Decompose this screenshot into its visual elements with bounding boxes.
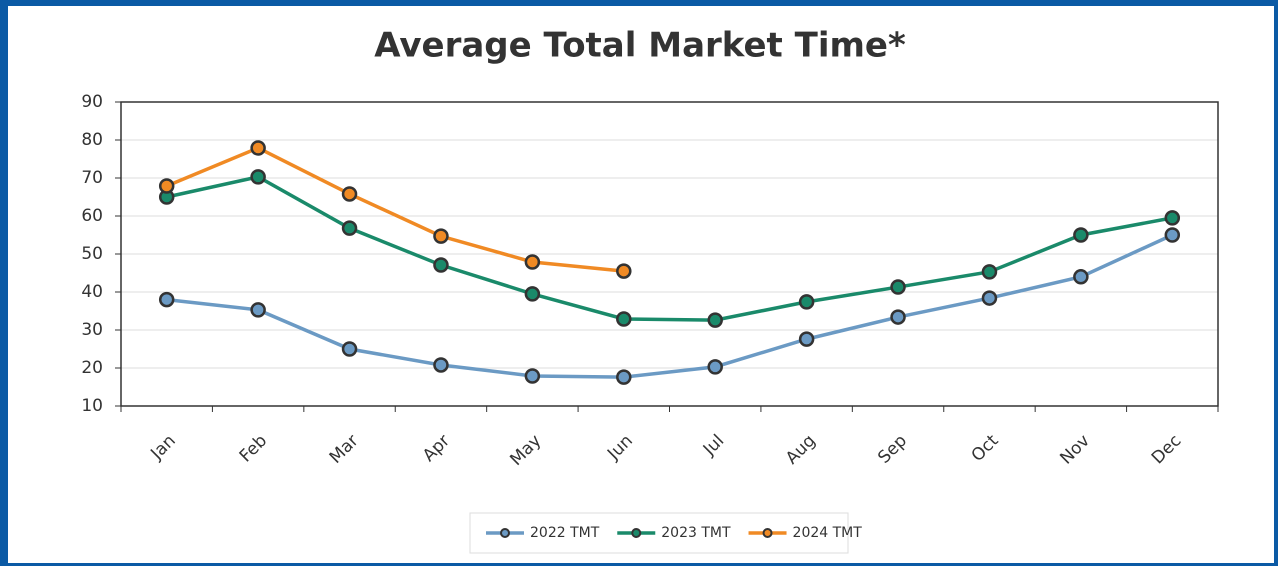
marker xyxy=(1164,210,1181,226)
x-tick-label: Jan xyxy=(146,431,179,464)
marker xyxy=(524,286,541,302)
marker xyxy=(1073,269,1089,285)
x-tick-label: Aug xyxy=(782,431,820,469)
legend-label: 2023 TMT xyxy=(661,525,731,541)
x-tick-label: Feb xyxy=(236,431,271,466)
series-line xyxy=(166,146,624,273)
marker xyxy=(1073,227,1089,243)
marker xyxy=(524,254,541,270)
x-tick-label: Apr xyxy=(419,431,454,466)
marker xyxy=(250,169,266,185)
y-tick-label: 40 xyxy=(81,282,103,302)
marker xyxy=(1164,227,1181,243)
x-tick-label: Dec xyxy=(1148,431,1185,468)
marker xyxy=(250,140,266,156)
x-tick-label: Nov xyxy=(1056,431,1094,469)
x-tick-label: Mar xyxy=(326,431,363,468)
x-tick-label: May xyxy=(506,431,545,470)
y-tick-label: 20 xyxy=(81,358,103,378)
x-tick-label: Oct xyxy=(968,431,1003,466)
marker xyxy=(524,368,541,384)
x-tick-label: Jul xyxy=(699,431,728,460)
legend-marker xyxy=(631,528,642,538)
y-tick-label: 70 xyxy=(81,168,103,188)
marker xyxy=(341,186,358,202)
marker xyxy=(433,257,449,273)
marker xyxy=(616,369,632,385)
legend-marker xyxy=(762,528,773,538)
marker xyxy=(616,263,632,279)
y-tick-label: 50 xyxy=(81,244,103,264)
marker xyxy=(798,294,815,310)
marker xyxy=(798,331,815,347)
marker xyxy=(616,311,632,327)
marker xyxy=(341,220,358,236)
x-tick-label: Jun xyxy=(603,431,637,465)
marker xyxy=(707,359,723,375)
y-tick-label: 60 xyxy=(81,206,103,226)
chart-title: Average Total Market Time* xyxy=(374,26,906,66)
marker xyxy=(158,178,175,194)
y-tick-label: 80 xyxy=(81,130,103,150)
legend-label: 2022 TMT xyxy=(530,525,600,541)
y-tick-label: 30 xyxy=(81,320,103,340)
marker xyxy=(158,291,175,308)
y-tick-label: 90 xyxy=(81,92,103,112)
legend-label: 2024 TMT xyxy=(793,525,863,541)
marker xyxy=(981,290,998,306)
series-line xyxy=(166,233,1174,379)
x-tick-label: Sep xyxy=(874,431,911,468)
series-line xyxy=(166,175,1173,322)
marker xyxy=(890,309,906,325)
legend-marker xyxy=(500,528,510,538)
y-tick-label: 10 xyxy=(81,396,103,416)
marker xyxy=(433,228,449,244)
legend-box xyxy=(469,512,849,554)
marker xyxy=(250,302,266,318)
marker xyxy=(890,279,906,295)
marker xyxy=(981,264,998,280)
marker xyxy=(341,341,358,357)
marker xyxy=(433,357,449,373)
marker xyxy=(707,312,723,328)
